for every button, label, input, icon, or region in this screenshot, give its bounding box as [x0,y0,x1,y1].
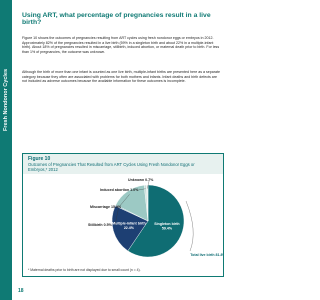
page: Fresh Nondonor Cycles Using ART, what pe… [0,0,224,300]
slice-value: 59.4% [162,226,173,230]
slice-label: Multiple-infant birth [112,221,146,225]
leader-line [114,206,119,226]
sidebar: Fresh Nondonor Cycles [0,0,12,300]
footnote: * Maternal deaths prior to birth are not… [28,268,141,272]
slice-label: Miscarriage [90,205,110,209]
figure-label: Figure 10 [28,156,51,162]
figure: Figure 10 Outcomes of Pregnancies That R… [22,153,224,277]
slice-value: 0.5% [104,223,113,227]
annotation: Total live birth 81.8% [190,253,223,257]
slice-value: 0.7% [145,178,154,182]
title: Using ART, what percentage of pregnancie… [22,12,211,26]
slice-label: Unknown [128,178,144,182]
slice-label: Stillbirth [88,223,103,227]
slice-label: Induced abortion [100,188,129,192]
sidebar-label: Fresh Nondonor Cycles [3,68,9,132]
figure-caption: Outcomes of Pregnancies That Resulted fr… [28,162,195,172]
slice-value: 1.0% [130,188,139,192]
pie-slice [111,205,149,252]
leader-line [147,179,150,189]
slice-value: 22.4% [124,226,135,230]
leader-line [138,188,146,191]
paragraph: Although the birth of more than one infa… [22,70,220,84]
slice-label: Singleton birth [154,222,179,226]
leader-line [118,194,130,208]
slice-value: 15.9% [111,205,122,209]
figure-header: Figure 10 Outcomes of Pregnancies That R… [23,154,223,174]
pie-slice [127,184,185,258]
bracket [185,200,194,252]
page-number: 18 [18,288,24,294]
paragraph: Figure 10 shows the outcomes of pregnanc… [22,36,220,54]
